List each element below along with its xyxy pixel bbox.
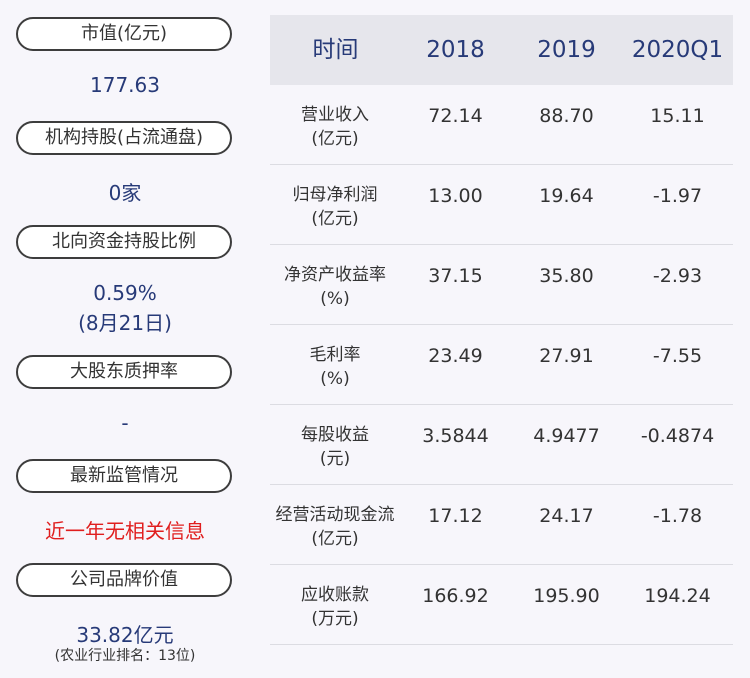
table-row: 营业收入 (亿元) 72.14 88.70 15.11 [270, 85, 733, 165]
table-cell: 13.00 [428, 185, 483, 207]
market-cap-value: 177.63 [90, 73, 160, 97]
row-label-name: 毛利率 [309, 345, 361, 365]
table-cell: -2.93 [652, 265, 703, 287]
brand-value-label: 公司品牌价值 [16, 563, 232, 597]
row-label: 净资产收益率 (%) [270, 263, 400, 311]
brand-value-value: 33.82亿元 [76, 623, 174, 647]
table-cell: 4.9477 [533, 425, 600, 447]
row-label-name: 营业收入 [301, 105, 369, 125]
table-cell: -1.78 [652, 505, 703, 527]
market-cap-label: 市值(亿元) [16, 17, 232, 51]
table-cell: -0.4874 [640, 425, 715, 447]
row-label: 每股收益 (元) [270, 423, 400, 471]
table-cell: -7.55 [652, 345, 703, 367]
table-cell: 23.49 [428, 345, 483, 367]
table-row: 应收账款 (万元) 166.92 195.90 194.24 [270, 565, 733, 645]
table-cell: 27.91 [539, 345, 594, 367]
northbound-ratio-value: 0.59% [93, 281, 157, 305]
header-2020q1: 2020Q1 [631, 37, 724, 63]
financial-table: 时间 2018 2019 2020Q1 营业收入 (亿元) 72.14 88.7… [270, 15, 733, 645]
row-label-unit: (亿元) [311, 209, 359, 229]
table-cell: 19.64 [539, 185, 594, 207]
header-2018: 2018 [426, 37, 485, 63]
table-row: 经营活动现金流 (亿元) 17.12 24.17 -1.78 [270, 485, 733, 565]
table-row: 毛利率 (%) 23.49 27.91 -7.55 [270, 325, 733, 405]
row-label: 经营活动现金流 (亿元) [270, 503, 400, 551]
institutional-holding-label: 机构持股(占流通盘) [16, 121, 232, 155]
row-label: 营业收入 (亿元) [270, 103, 400, 151]
table-row: 每股收益 (元) 3.5844 4.9477 -0.4874 [270, 405, 733, 485]
institutional-holding-value: 0家 [108, 181, 142, 205]
northbound-ratio-date: (8月21日) [78, 311, 172, 335]
pledge-rate-label: 大股东质押率 [16, 355, 232, 389]
brand-value-rank-note: (农业行业排名：13位) [54, 648, 196, 664]
northbound-ratio-label: 北向资金持股比例 [16, 225, 232, 259]
table-cell: -1.97 [652, 185, 703, 207]
table-row: 归母净利润 (亿元) 13.00 19.64 -1.97 [270, 165, 733, 245]
header-time: 时间 [312, 37, 359, 63]
table-cell: 15.11 [650, 105, 705, 127]
table-row: 净资产收益率 (%) 37.15 35.80 -2.93 [270, 245, 733, 325]
row-label-unit: (亿元) [311, 529, 359, 549]
table-cell: 72.14 [428, 105, 483, 127]
left-panel: 市值(亿元) 177.63 机构持股(占流通盘) 0家 北向资金持股比例 0.5… [0, 0, 250, 678]
row-label-name: 归母净利润 [292, 185, 378, 205]
pledge-rate-value: - [121, 411, 129, 435]
row-label-name: 每股收益 [301, 425, 369, 445]
header-2019: 2019 [537, 37, 596, 63]
row-label-unit: (万元) [311, 609, 359, 629]
table-cell: 88.70 [539, 105, 594, 127]
table-cell: 166.92 [422, 585, 489, 607]
regulation-value: 近一年无相关信息 [45, 519, 205, 543]
table-header: 时间 2018 2019 2020Q1 [270, 15, 733, 85]
table-cell: 195.90 [533, 585, 600, 607]
table-cell: 3.5844 [422, 425, 489, 447]
row-label: 归母净利润 (亿元) [270, 183, 400, 231]
row-label: 毛利率 (%) [270, 343, 400, 391]
row-label: 应收账款 (万元) [270, 583, 400, 631]
table-cell: 37.15 [428, 265, 483, 287]
row-label-name: 应收账款 [301, 585, 369, 605]
row-label-unit: (%) [320, 289, 350, 309]
row-label-name: 经营活动现金流 [275, 505, 395, 525]
row-label-unit: (%) [320, 369, 350, 389]
table-cell: 35.80 [539, 265, 594, 287]
row-label-unit: (元) [319, 449, 351, 469]
table-cell: 17.12 [428, 505, 483, 527]
row-label-name: 净资产收益率 [284, 265, 386, 285]
regulation-label: 最新监管情况 [16, 459, 232, 493]
table-cell: 194.24 [644, 585, 711, 607]
row-label-unit: (亿元) [311, 129, 359, 149]
table-cell: 24.17 [539, 505, 594, 527]
